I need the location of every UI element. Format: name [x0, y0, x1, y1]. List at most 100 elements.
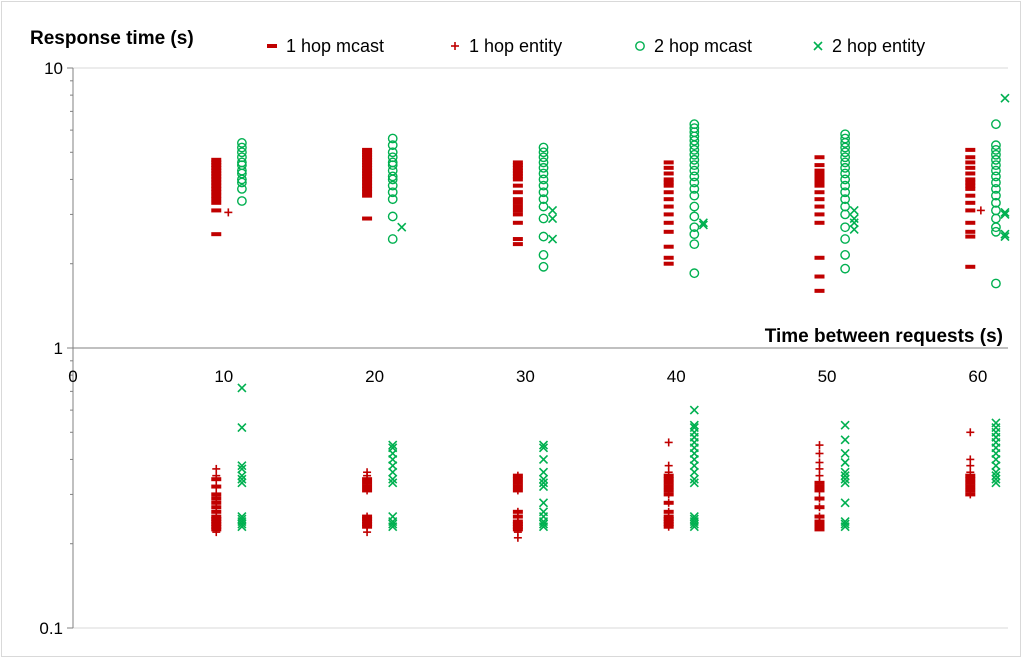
point-2-hop-entity: [237, 519, 247, 529]
x-tick-label: 50: [818, 367, 837, 386]
point-2-hop-mcast: [991, 149, 1001, 160]
point-2-hop-mcast: [689, 190, 700, 201]
point-2-hop-entity: [388, 478, 398, 488]
point-2-hop-mcast: [538, 261, 549, 272]
point-1-hop-mcast: [362, 150, 373, 155]
point-2-hop-mcast: [387, 147, 398, 158]
point-2-hop-entity: [538, 454, 549, 464]
point-2-hop-mcast: [237, 138, 247, 148]
point-1-hop-mcast: [362, 174, 373, 179]
point-1-hop-entity: [212, 528, 221, 537]
point-2-hop-mcast: [991, 190, 1001, 201]
point-2-hop-entity: [538, 498, 549, 508]
point-1-hop-entity: [664, 438, 673, 447]
point-1-hop-mcast: [211, 171, 222, 176]
point-1-hop-mcast: [362, 216, 373, 221]
point-1-hop-mcast: [512, 177, 523, 182]
point-2-hop-entity: [388, 522, 398, 532]
point-2-hop-mcast: [991, 119, 1001, 130]
point-2-hop-mcast: [237, 142, 247, 153]
point-1-hop-mcast: [512, 190, 523, 195]
point-1-hop-mcast: [211, 183, 222, 188]
point-1-hop-mcast: [814, 274, 825, 279]
cross-b: [1000, 93, 1010, 103]
point-2-hop-entity: [689, 519, 699, 529]
cross-b: [840, 435, 850, 445]
point-2-hop-mcast: [387, 140, 398, 151]
point-2-hop-mcast: [237, 147, 247, 158]
point-2-hop-mcast: [689, 171, 700, 182]
cross-b: [538, 443, 549, 453]
point-2-hop-mcast: [689, 229, 700, 240]
cross-b: [237, 422, 247, 433]
point-2-hop-entity: [538, 443, 549, 453]
point-2-hop-mcast: [689, 268, 700, 279]
cross-b: [237, 464, 247, 474]
cross-b: [840, 448, 850, 459]
cross-b: [538, 440, 549, 450]
point-1-hop-mcast: [965, 165, 976, 170]
cross-b: [840, 474, 850, 484]
point-1-hop-mcast: [512, 242, 523, 247]
cross-b: [1000, 229, 1010, 239]
y-axis-title: Response time (s): [30, 28, 194, 49]
cross-b: [689, 522, 699, 532]
cross-b: [849, 218, 859, 228]
cross-b: [689, 420, 699, 430]
point-2-hop-mcast: [538, 168, 549, 179]
cross-b: [237, 383, 247, 393]
cross-b: [813, 41, 823, 51]
point-1-hop-mcast: [814, 183, 825, 188]
point-1-hop-entity: [664, 475, 673, 484]
point-2-hop-mcast: [689, 201, 700, 212]
cross-b: [689, 474, 699, 484]
point-2-hop-mcast: [991, 140, 1001, 151]
cross-b: [991, 478, 1001, 488]
point-1-hop-mcast: [362, 163, 373, 168]
point-2-hop-entity: [840, 435, 850, 445]
cross-b: [538, 481, 549, 492]
point-1-hop-mcast: [512, 208, 523, 213]
point-2-hop-entity: [689, 420, 699, 430]
point-2-hop-entity: [237, 422, 247, 433]
cross-b: [840, 420, 850, 430]
point-2-hop-mcast: [689, 239, 700, 250]
point-2-hop-mcast: [840, 174, 851, 185]
point-1-hop-mcast: [362, 190, 373, 195]
cross-b: [840, 522, 850, 532]
point-1-hop-mcast: [211, 200, 222, 205]
point-1-hop-mcast: [512, 237, 523, 242]
point-2-hop-mcast: [237, 184, 247, 194]
point-1-hop-entity: [664, 498, 673, 507]
point-2-hop-entity: [991, 474, 1001, 484]
point-2-hop-mcast: [538, 174, 549, 185]
point-1-hop-entity: [966, 468, 975, 477]
point-2-hop-mcast: [689, 154, 700, 165]
point-2-hop-mcast: [538, 147, 549, 158]
x-tick-label: 60: [968, 367, 987, 386]
point-1-hop-mcast: [362, 155, 373, 160]
point-2-hop-entity: [840, 519, 850, 529]
point-2-hop-entity: [538, 519, 549, 529]
point-2-hop-entity: [538, 522, 549, 532]
cross-b: [237, 519, 247, 529]
cross-b: [840, 467, 850, 477]
cross-b: [388, 440, 398, 450]
point-1-hop-mcast: [965, 177, 976, 182]
point-1-hop-entity: [212, 464, 221, 473]
point-2-hop-mcast: [689, 222, 700, 233]
point-2-hop-mcast: [840, 263, 851, 274]
point-1-hop-entity: [815, 464, 824, 473]
point-2-hop-entity: [538, 481, 549, 492]
point-2-hop-entity: [689, 474, 699, 484]
point-2-hop-mcast: [840, 138, 851, 148]
point-1-hop-mcast: [512, 197, 523, 202]
point-2-hop-mcast: [387, 187, 398, 198]
point-2-hop-mcast: [840, 180, 851, 191]
cross-b: [689, 461, 699, 471]
point-2-hop-mcast: [689, 184, 700, 194]
legend-label: 1 hop entity: [469, 36, 562, 56]
point-2-hop-mcast: [538, 231, 549, 242]
point-1-hop-mcast: [663, 261, 674, 266]
